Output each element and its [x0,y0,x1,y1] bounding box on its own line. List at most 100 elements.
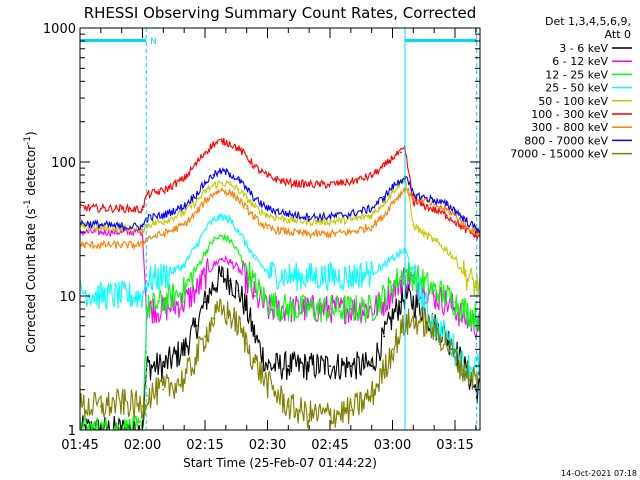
data-point-s8-p29 [445,203,448,206]
data-point-s9-p12 [229,314,231,317]
data-point-s6-p31 [462,227,465,230]
data-point-s5-p13 [237,188,240,191]
data-point-s2-p24 [399,279,402,282]
data-point-s3-p9 [204,251,206,254]
data-point-s9-p30 [454,356,456,358]
data-point-s5-p16 [266,214,269,217]
data-point-s1-p24 [399,301,402,304]
data-point-s9-p3 [120,401,123,404]
data-point-s9-p27 [420,320,423,322]
data-point-s8-p11 [220,170,223,173]
data-point-s7-p2 [99,244,102,246]
data-point-s6-p3 [120,207,123,210]
data-point-s6-p4 [141,208,144,211]
data-point-s6-p13 [237,147,240,150]
data-point-s6-p5 [145,193,148,196]
data-point-s8-p10 [212,174,215,176]
data-point-s4-p9 [204,229,206,232]
data-point-s5-p7 [183,211,186,214]
data-point-s4-p13 [237,229,240,232]
data-point-s7-p24 [399,192,402,195]
data-point-s5-p17 [287,218,290,221]
data-point-s9-p10 [212,317,215,320]
data-point-s5-p12 [229,183,231,186]
data-point-s4-p22 [383,264,386,267]
data-point-s3-p23 [391,284,394,287]
data-point-s4-p2 [99,295,102,297]
data-point-s1-p20 [349,365,352,367]
data-point-s6-p6 [162,189,165,192]
data-point-s3-p29 [445,295,448,297]
data-point-s2-p12 [229,260,231,263]
data-point-s1-p21 [370,365,373,367]
data-point-s5-p26 [412,223,415,226]
data-point-s8-p13 [237,178,240,181]
data-point-s3-p12 [229,239,231,242]
data-point-s4-p31 [462,365,465,367]
data-point-s3-p10 [212,239,215,242]
data-point-s8-p17 [287,212,290,215]
data-point-s3-p31 [462,308,465,310]
data-point-s3-p8 [195,267,198,270]
data-point-s1-p17 [287,365,290,367]
data-point-s1-p22 [383,335,386,338]
data-point-s8-p23 [391,186,394,188]
data-point-s6-p9 [204,151,206,154]
data-point-s5-p2 [99,227,102,230]
data-point-s1-p8 [195,324,198,327]
legend-label-5: 50 - 100 keV [538,95,608,108]
x-tick-label: 01:45 [61,438,98,453]
data-point-s3-p26 [412,275,415,278]
data-point-s2-p14 [245,279,248,282]
data-point-s7-p12 [229,191,231,194]
plot-frame [79,27,481,431]
data-point-s2-p15 [254,295,256,297]
top-bar-1 [80,39,147,42]
data-point-s6-p12 [229,142,231,145]
data-point-s4-p23 [391,257,394,260]
data-point-s3-p7 [183,289,186,292]
data-point-s1-p12 [229,279,231,282]
data-point-s4-p4 [141,295,144,297]
data-point-s9-p15 [254,361,256,364]
data-point-s4-p14 [245,244,248,246]
data-point-s8-p31 [462,217,465,220]
data-point-s4-p3 [120,295,123,297]
data-point-s6-p24 [399,151,402,154]
data-point-s4-p24 [399,251,402,254]
legend-header-line1: Det 1,3,4,5,6,9, [545,15,631,28]
legend-label-8: 800 - 7000 keV [524,134,608,147]
data-point-s8-p22 [383,195,386,198]
data-point-s4-p27 [420,295,423,297]
data-point-s3-p19 [329,308,331,310]
data-point-s9-p28 [433,329,436,332]
data-point-s6-p29 [445,214,448,217]
data-point-s2-p3 [120,231,123,233]
data-point-s4-p6 [162,275,165,278]
data-point-s5-p32 [474,284,477,287]
y-axis-label: Corrected Count Rate (s-1 detector-1) [23,131,38,352]
data-point-s4-p21 [370,271,373,274]
data-point-s8-p16 [266,207,269,210]
data-point-s4-p10 [212,218,215,221]
data-point-s8-p26 [412,193,415,196]
x-tick-label: 03:00 [374,438,411,453]
axes-group: 1 10 100 1000 01:45 02:00 02:15 02:30 02:45 03:00… [43,22,481,453]
data-point-s4-p18 [308,275,311,278]
data-point-s9-p26 [412,320,415,322]
data-point-s3-p28 [433,289,436,292]
footer-timestamp: 14-Oct-2021 07:18 [561,469,637,478]
data-point-s7-p29 [445,208,448,211]
y-tick-label: 1 [68,424,76,439]
y-tick-label: 1000 [43,22,76,37]
data-point-s8-p27 [420,195,423,198]
data-point-s8-p24 [399,179,402,182]
data-point-s5-p20 [349,218,352,221]
data-point-s7-p19 [329,233,331,235]
night-marker-label: N [150,37,157,47]
data-point-s3-p22 [383,295,386,297]
data-point-s7-p15 [254,217,256,220]
data-point-s1-p19 [329,365,331,367]
data-point-s8-p20 [349,212,352,215]
data-point-s8-p30 [454,208,456,211]
